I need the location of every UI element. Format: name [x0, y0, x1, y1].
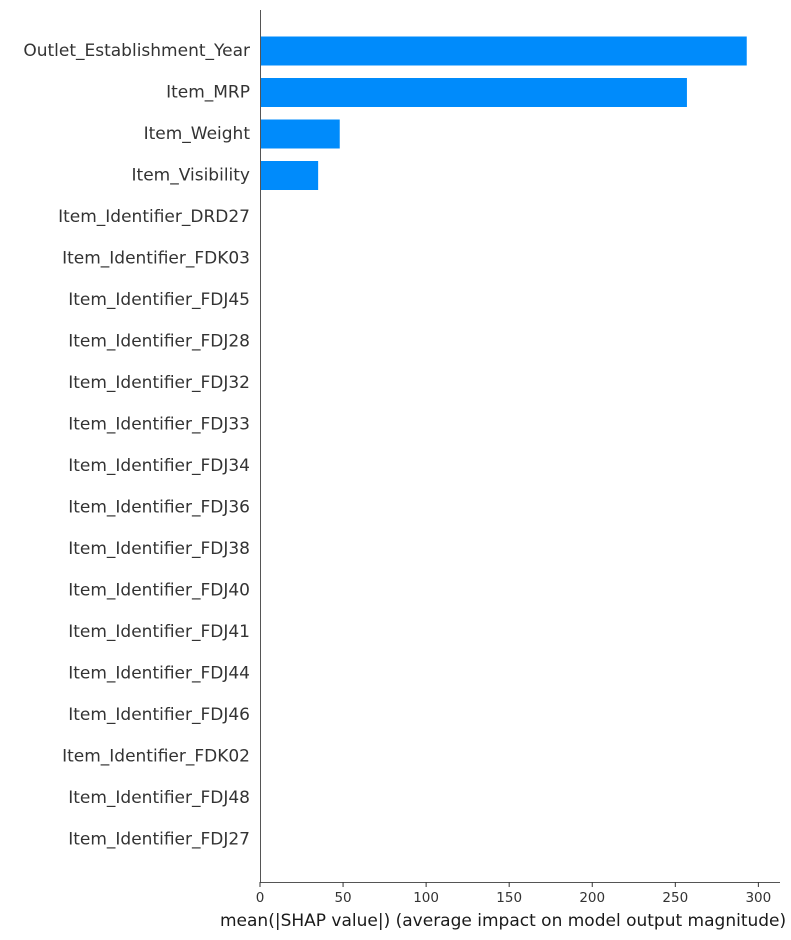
feature-label: Item_Identifier_FDJ32: [68, 373, 250, 393]
feature-labels-group: Outlet_Establishment_Year Item_MRP Item_We…: [23, 41, 250, 850]
feature-label: Item_Identifier_FDJ48: [68, 788, 250, 808]
feature-label: Item_Identifier_FDJ38: [68, 539, 250, 559]
x-tick-label: 300: [745, 890, 771, 906]
feature-label: Item_Identifier_FDK03: [62, 249, 250, 269]
feature-label: Item_Weight: [144, 124, 251, 144]
feature-label: Item_Identifier_FDJ27: [68, 830, 250, 850]
feature-label: Item_Visibility: [132, 166, 250, 186]
feature-label: Item_Identifier_FDJ46: [68, 705, 250, 725]
x-tick-label: 0: [256, 890, 265, 906]
feature-label: Item_Identifier_FDJ33: [68, 415, 250, 435]
feature-label: Item_Identifier_FDJ36: [68, 498, 250, 518]
feature-label: Item_Identifier_FDJ28: [68, 332, 250, 352]
bar-outlet-establishment-year: [260, 36, 747, 66]
x-tick-label: 100: [413, 890, 439, 906]
feature-label: Item_Identifier_FDJ45: [68, 290, 250, 310]
feature-label: Outlet_Establishment_Year: [23, 41, 250, 61]
bar-item-weight: [260, 119, 340, 149]
x-ticks-group: 0 50 100 150 200 250 300: [256, 882, 771, 906]
feature-label: Item_Identifier_FDJ34: [68, 456, 250, 476]
bar-item-mrp: [260, 78, 687, 107]
x-tick-label: 150: [496, 890, 522, 906]
x-tick-label: 250: [662, 890, 688, 906]
bar-item-visibility: [260, 161, 319, 190]
x-tick-label: 50: [334, 890, 351, 906]
x-tick-label: 200: [579, 890, 605, 906]
feature-label: Item_Identifier_FDJ40: [68, 581, 250, 601]
bars-group: [260, 36, 747, 190]
feature-label: Item_MRP: [166, 83, 250, 103]
feature-label: Item_Identifier_FDJ44: [68, 664, 250, 684]
feature-label: Item_Identifier_DRD27: [58, 207, 250, 227]
feature-label: Item_Identifier_FDJ41: [68, 622, 250, 642]
feature-label: Item_Identifier_FDK02: [62, 747, 250, 767]
x-axis-title: mean(|SHAP value|) (average impact on mo…: [220, 911, 786, 931]
